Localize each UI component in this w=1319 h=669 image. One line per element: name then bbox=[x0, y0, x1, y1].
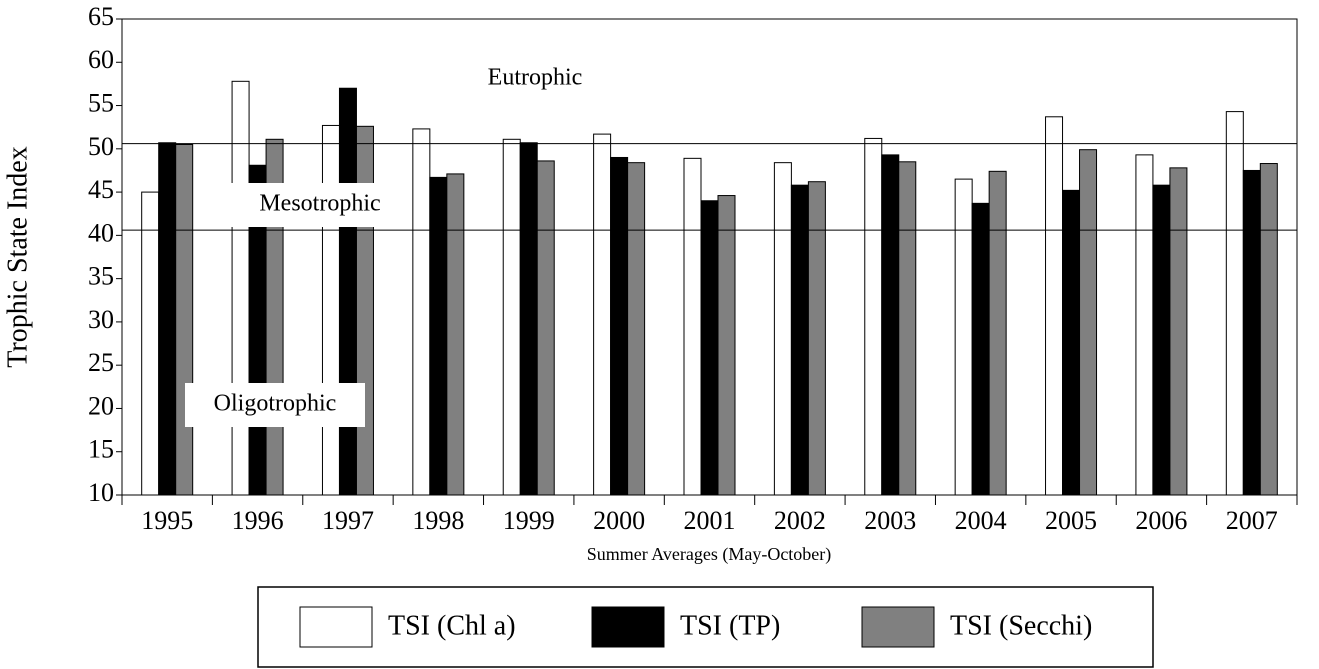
legend-label: TSI (TP) bbox=[680, 610, 780, 641]
bar bbox=[158, 142, 177, 496]
legend-label: TSI (Chl a) bbox=[388, 610, 516, 641]
bar bbox=[1242, 169, 1261, 496]
bar bbox=[1135, 154, 1154, 496]
y-tick-label: 45 bbox=[88, 175, 114, 204]
bar bbox=[1225, 111, 1244, 496]
y-tick-label: 55 bbox=[88, 89, 114, 118]
y-tick-label: 60 bbox=[88, 45, 114, 74]
bar bbox=[627, 162, 646, 496]
annotation-bg bbox=[185, 383, 365, 427]
y-tick-label: 40 bbox=[88, 218, 114, 247]
bar bbox=[338, 87, 357, 496]
x-tick-label: 2004 bbox=[955, 506, 1007, 535]
bar bbox=[683, 157, 702, 496]
x-tick-label: 1997 bbox=[322, 506, 374, 535]
annotation: Oligotrophic bbox=[214, 391, 337, 417]
legend-swatch bbox=[861, 606, 935, 648]
bar bbox=[1169, 167, 1188, 496]
bar bbox=[988, 170, 1007, 496]
bar bbox=[355, 125, 374, 496]
bar bbox=[412, 128, 431, 496]
bar bbox=[1045, 116, 1064, 496]
y-tick-label: 50 bbox=[88, 132, 114, 161]
x-tick-label: 1996 bbox=[232, 506, 284, 535]
y-tick-label: 35 bbox=[88, 262, 114, 291]
bar bbox=[807, 181, 826, 496]
bar bbox=[429, 176, 448, 496]
bar bbox=[593, 133, 612, 496]
legend-swatch bbox=[299, 606, 373, 648]
y-axis-label: Trophic State Index bbox=[2, 146, 33, 367]
legend-box bbox=[257, 586, 1154, 668]
bar bbox=[954, 178, 973, 496]
x-tick-label: 2005 bbox=[1045, 506, 1097, 535]
annotation-bg bbox=[230, 183, 410, 227]
bar bbox=[717, 195, 736, 496]
legend-swatch bbox=[591, 606, 665, 648]
bar bbox=[446, 173, 465, 496]
y-tick-label: 65 bbox=[88, 2, 114, 31]
y-tick-label: 15 bbox=[88, 435, 114, 464]
bar bbox=[881, 154, 900, 496]
annotation: Mesotrophic bbox=[259, 191, 380, 217]
bar bbox=[519, 142, 538, 496]
bar bbox=[175, 143, 194, 496]
annotation: Eutrophic bbox=[488, 65, 583, 91]
bar bbox=[321, 124, 340, 496]
bar bbox=[1062, 189, 1081, 496]
bar bbox=[502, 138, 521, 496]
y-tick-label: 25 bbox=[88, 348, 114, 377]
x-tick-label: 2000 bbox=[593, 506, 645, 535]
bar bbox=[141, 191, 160, 496]
bar bbox=[610, 156, 629, 496]
x-tick-label: 2002 bbox=[774, 506, 826, 535]
bar bbox=[773, 162, 792, 496]
bar bbox=[536, 160, 555, 496]
x-tick-label: 1998 bbox=[412, 506, 464, 535]
x-tick-label: 2006 bbox=[1135, 506, 1187, 535]
x-tick-label: 2007 bbox=[1226, 506, 1278, 535]
x-axis-label: Summer Averages (May-October) bbox=[587, 544, 832, 565]
x-tick-label: 2001 bbox=[684, 506, 736, 535]
x-tick-label: 1999 bbox=[503, 506, 555, 535]
bar bbox=[898, 161, 917, 496]
x-tick-label: 2003 bbox=[864, 506, 916, 535]
x-tick-label: 1995 bbox=[141, 506, 193, 535]
bar bbox=[1259, 163, 1278, 496]
legend-label: TSI (Secchi) bbox=[950, 610, 1092, 641]
y-tick-label: 20 bbox=[88, 391, 114, 420]
y-tick-label: 30 bbox=[88, 305, 114, 334]
bar bbox=[1079, 149, 1098, 496]
bar bbox=[790, 184, 809, 496]
y-tick-label: 10 bbox=[88, 478, 114, 507]
bar bbox=[1152, 184, 1171, 496]
bar bbox=[864, 137, 883, 496]
bar bbox=[700, 200, 719, 496]
bar bbox=[971, 202, 990, 496]
